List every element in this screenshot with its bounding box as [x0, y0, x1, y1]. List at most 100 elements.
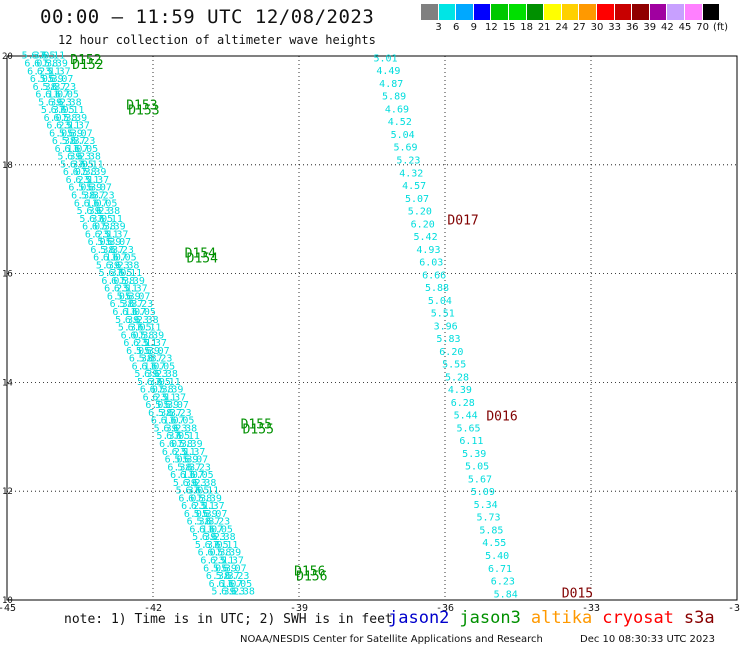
swh-value-label: 6.71 — [488, 564, 512, 575]
swh-value-label: 5.39 — [102, 222, 126, 233]
swh-value-label: 6.38 — [33, 82, 57, 93]
legend-tick-label: 45 — [678, 22, 692, 33]
swh-value-label: 5.88 — [425, 283, 449, 294]
swh-value-label: 6.07 — [107, 237, 131, 248]
swh-value-label: 6.38 — [34, 58, 58, 69]
swh-value-label: 6.05 — [209, 524, 233, 535]
pass-label: D155 — [243, 423, 274, 438]
swh-value-label: 6.07 — [180, 470, 204, 481]
legend-swatch — [561, 4, 580, 20]
swh-value-label: 6.11 — [191, 501, 215, 512]
legend-swatch — [597, 4, 615, 20]
swh-value-label: 6.11 — [112, 307, 136, 318]
swh-value-label: 6.11 — [195, 486, 219, 497]
swh-value-label: 6.11 — [172, 447, 196, 458]
legend-tick-label: 42 — [661, 22, 674, 33]
legend-tick-label: 21 — [537, 22, 551, 33]
legend-tick-label: 15 — [502, 22, 516, 33]
lat-tick-label: 14 — [2, 378, 13, 388]
swh-value-label: 6.05 — [205, 540, 229, 551]
swh-value-label: 5.55 — [442, 360, 466, 371]
swh-value-label: 5.39 — [78, 183, 102, 194]
swh-value-label: 4.49 — [376, 66, 400, 77]
swh-value-label: 5.39 — [134, 369, 158, 380]
swh-value-label: 6.38 — [129, 354, 153, 365]
swh-value-label: 6.38 — [73, 167, 97, 178]
swh-value-label: 6.38 — [169, 439, 193, 450]
swh-value-label: 5.39 — [44, 58, 68, 69]
pass-label: D153 — [128, 103, 159, 118]
swh-value-label: 6.05 — [68, 183, 92, 194]
swh-value-label: 5.39 — [211, 587, 235, 598]
swh-value-label: 6.05 — [70, 159, 94, 170]
swh-value-label: 6.03 — [419, 258, 443, 269]
swh-value-label: 6.23 — [91, 191, 115, 202]
swh-value-label: 6.07 — [203, 509, 227, 520]
swh-value-label: 5.37 — [41, 105, 65, 116]
legend-swatch — [702, 4, 721, 20]
swh-value-label: 5.42 — [414, 232, 438, 243]
swh-value-label: 6.11 — [60, 105, 84, 116]
swh-value-label: 5.39 — [213, 563, 237, 574]
map-title: 00:00 — 11:59 UTC 12/08/2023 — [40, 6, 375, 28]
legend-swatch — [456, 4, 474, 20]
swh-value-label: 6.11 — [118, 268, 142, 279]
swh-value-label: 5.39 — [155, 400, 179, 411]
swh-value-label: 5.39 — [136, 346, 160, 357]
swh-value-label: 5.20 — [408, 207, 432, 218]
swh-value-label: 6.38 — [135, 315, 159, 326]
legend-tick-label: 3 — [435, 22, 442, 33]
swh-value-label: 6.07 — [165, 400, 189, 411]
satellite-label-jason2: jason2 — [388, 608, 450, 628]
swh-value-label: 6.23 — [221, 587, 245, 598]
swh-value-label: 5.39 — [121, 276, 145, 287]
swh-value-label: 6.07 — [49, 74, 73, 85]
swh-value-label: 6.23 — [162, 447, 186, 458]
legend-swatch — [491, 4, 509, 20]
swh-value-label: 6.11 — [214, 540, 238, 551]
swh-value-label: 6.05 — [89, 214, 113, 225]
swh-value-label: 6.11 — [99, 214, 123, 225]
swh-value-label: 6.07 — [45, 90, 69, 101]
swh-value-label: 5.39 — [40, 74, 64, 85]
swh-value-label: 6.23 — [148, 354, 172, 365]
swh-value-label: 5.39 — [97, 237, 121, 248]
swh-value-label: 6.05 — [30, 74, 54, 85]
pass-label: D154 — [185, 246, 216, 261]
swh-value-label: 6.07 — [198, 548, 222, 559]
swh-value-label: 6.23 — [187, 462, 211, 473]
swh-value-label: 6.07 — [199, 524, 223, 535]
swh-value-label: 6.23 — [27, 66, 51, 77]
satellite-label-s3a: s3a — [683, 608, 715, 628]
legend-swatch — [649, 4, 668, 20]
legend-swatch — [421, 4, 439, 20]
legend-tick-label: 39 — [643, 22, 657, 33]
swh-value-label: 6.07 — [218, 579, 242, 590]
swh-value-label: 5.37 — [124, 284, 148, 295]
swh-value-label: 6.11 — [55, 144, 79, 155]
swh-value-label: 6.11 — [35, 90, 59, 101]
swh-value-label: 6.20 — [411, 219, 435, 230]
swh-value-label: 6.07 — [178, 493, 202, 504]
swh-value-label: 6.38 — [52, 136, 76, 147]
swh-value-label: 6.11 — [56, 121, 80, 132]
swh-value-label: 5.37 — [181, 447, 205, 458]
swh-value-label: 6.05 — [184, 509, 208, 520]
swh-value-label: 6.05 — [113, 253, 137, 264]
swh-value-label: 5.39 — [192, 532, 216, 543]
pass-label: D017 — [447, 214, 478, 229]
swh-value-label: 5.37 — [196, 517, 220, 528]
swh-value-label: 6.38 — [150, 385, 174, 396]
pass-label: D155 — [241, 418, 272, 433]
legend-swatch — [544, 4, 562, 20]
swh-value-label: 6.05 — [55, 90, 79, 101]
swh-value-label: 5.37 — [104, 229, 128, 240]
swh-value-label: 5.37 — [201, 501, 225, 512]
swh-value-label: 6.38 — [212, 532, 236, 543]
swh-value-label: 6.11 — [152, 392, 176, 403]
swh-value-label: 6.23 — [168, 408, 192, 419]
swh-value-label: 4.87 — [379, 79, 403, 90]
swh-value-label: 6.23 — [71, 136, 95, 147]
legend-swatch — [685, 4, 703, 20]
swh-value-label: 6.07 — [121, 330, 145, 341]
